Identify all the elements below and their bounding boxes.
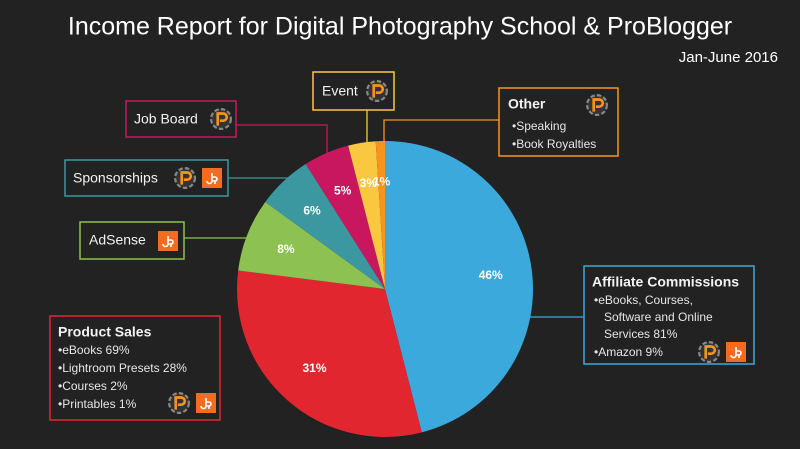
pie-slice — [265, 164, 385, 289]
callout-item: Services 81% — [604, 327, 678, 341]
callout-title: Job Board — [134, 111, 198, 127]
pie-slice — [238, 202, 385, 289]
logo-icon — [726, 342, 746, 362]
logo-icon — [698, 341, 720, 363]
logo-icon — [168, 392, 190, 414]
callout-title: Sponsorships — [73, 170, 158, 186]
callout-box — [312, 71, 395, 111]
logo-icon — [158, 231, 178, 251]
logo-icon — [196, 393, 216, 413]
callout-box — [125, 100, 237, 138]
callout-item: •Book Royalties — [512, 137, 596, 151]
callout-item: •Amazon 9% — [594, 345, 663, 359]
chart-title: Income Report for Digital Photography Sc… — [68, 13, 732, 41]
leader-line — [383, 119, 499, 143]
callout-title: AdSense — [89, 232, 146, 248]
chart-subtitle: Jan-June 2016 — [679, 49, 778, 66]
leader-line — [236, 124, 328, 154]
slice-label: 1% — [373, 175, 391, 189]
slice-label: 6% — [303, 203, 321, 217]
callout-item: •Speaking — [512, 119, 566, 133]
callout-box — [79, 221, 185, 260]
callout-item: •eBooks 69% — [58, 343, 130, 357]
callout-box — [583, 265, 755, 365]
callout-title: Product Sales — [58, 324, 152, 340]
callout-title: Other — [508, 96, 546, 112]
callout-item: Software and Online — [604, 310, 713, 324]
pie-slice — [348, 141, 385, 289]
logo-icon — [202, 168, 222, 188]
slice-label: 31% — [303, 361, 327, 375]
slice-label: 46% — [479, 268, 503, 282]
slice-label: 8% — [277, 242, 295, 256]
callout-item: •Courses 2% — [58, 379, 128, 393]
logo-icon — [210, 108, 232, 130]
callout-item: •eBooks, Courses, — [594, 293, 693, 307]
logo-icon — [366, 80, 388, 102]
pie-slice — [375, 141, 385, 289]
pie-slice — [305, 145, 385, 289]
pie-slice — [385, 141, 533, 433]
logo-icon — [174, 167, 196, 189]
slice-label: 5% — [334, 183, 352, 197]
callout-box — [498, 87, 619, 157]
callout-item: •Printables 1% — [58, 397, 137, 411]
pie-slice — [237, 270, 422, 437]
callout-item: •Lightroom Presets 28% — [58, 361, 187, 375]
callout-box — [64, 159, 229, 197]
callout-title: Affiliate Commissions — [592, 274, 739, 290]
logo-icon — [586, 94, 608, 116]
callout-box — [49, 315, 221, 421]
slice-label: 3% — [360, 176, 378, 190]
pie: 46% 31% 8% 6% 5% 3%1% — [237, 141, 533, 437]
callout-title: Event — [322, 83, 358, 99]
